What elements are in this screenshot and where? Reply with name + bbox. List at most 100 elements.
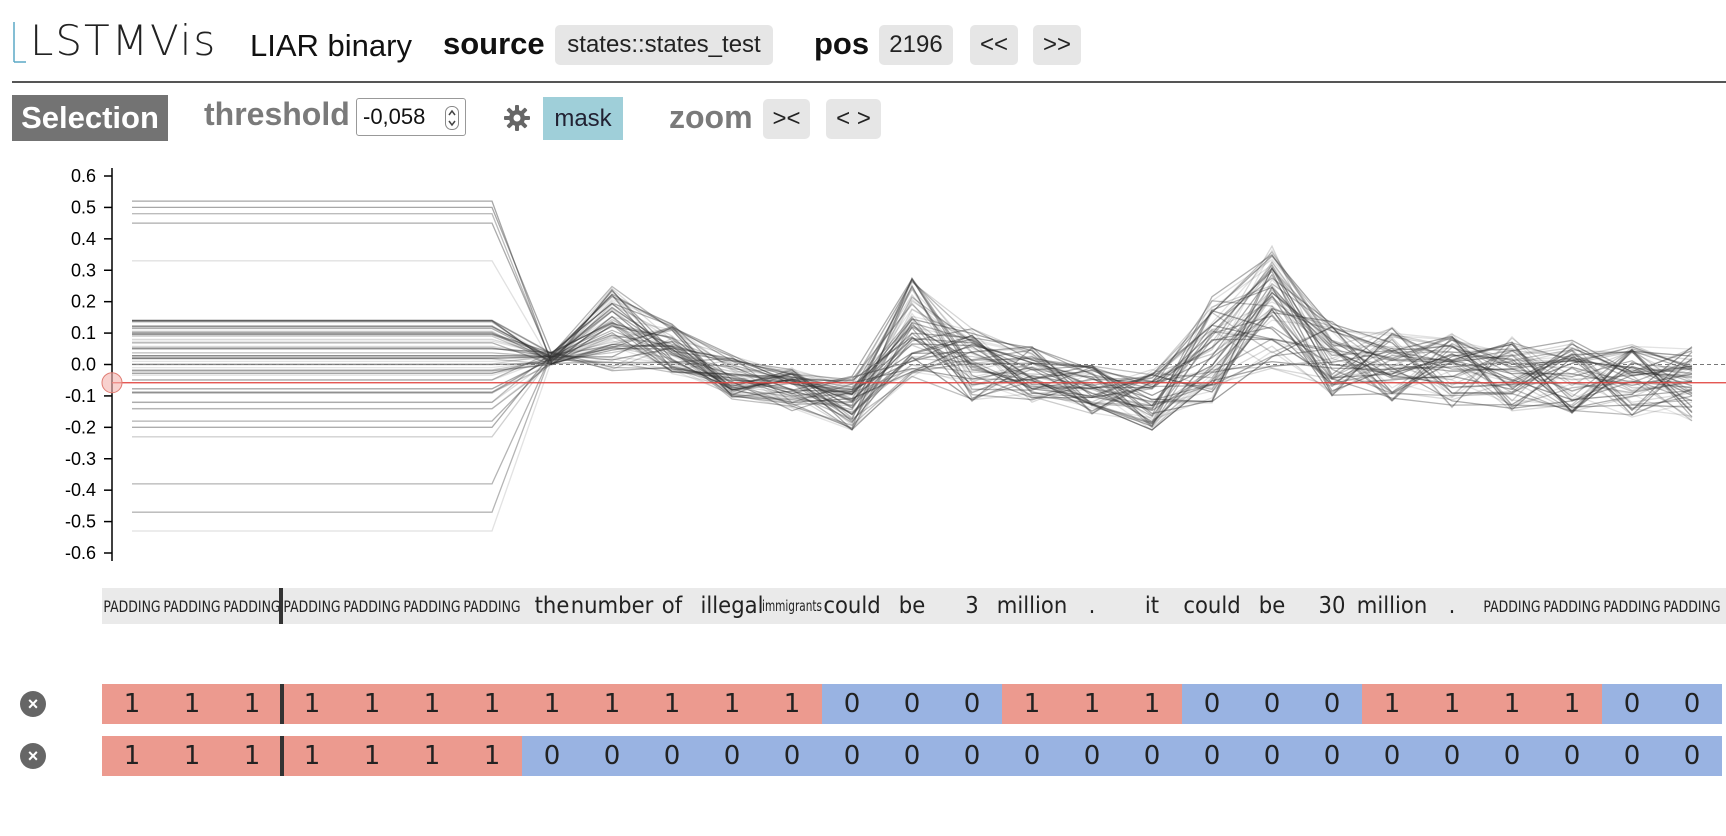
state-line <box>132 287 1693 438</box>
token[interactable]: PADDING <box>463 596 521 616</box>
mask-cell: 1 <box>342 736 402 776</box>
y-tick-label: -0.6 <box>65 543 96 563</box>
state-line <box>132 264 1693 412</box>
mask-cell: 1 <box>282 684 342 724</box>
state-line <box>132 270 1693 430</box>
token[interactable]: 3 <box>965 593 979 619</box>
state-line <box>132 311 1693 408</box>
mask-cell: 0 <box>1182 736 1242 776</box>
token[interactable]: be <box>1258 593 1286 619</box>
token[interactable]: million <box>996 593 1068 619</box>
mask-cell: 0 <box>762 736 822 776</box>
mask-cell: 1 <box>222 684 282 724</box>
mask-cell: 0 <box>1482 736 1542 776</box>
token[interactable]: illegal <box>700 593 764 619</box>
mask-cell: 1 <box>1122 684 1182 724</box>
threshold-input[interactable]: -0,058 <box>356 98 466 136</box>
state-line <box>132 315 1693 431</box>
zoom-in-button[interactable]: >< <box>763 99 810 139</box>
token[interactable]: immigrants <box>762 597 822 615</box>
token[interactable]: PADDING <box>1483 596 1541 616</box>
token[interactable]: could <box>1183 593 1241 619</box>
gear-icon[interactable] <box>503 104 531 132</box>
state-line <box>132 310 1693 427</box>
pos-value[interactable]: 2196 <box>879 25 953 65</box>
zoom-out-button[interactable]: < > <box>826 99 881 139</box>
threshold-value: -0,058 <box>363 104 426 129</box>
mask-cell: 1 <box>402 684 462 724</box>
state-line <box>132 206 1693 411</box>
close-icon[interactable]: × <box>20 691 46 717</box>
state-line <box>132 250 1693 420</box>
state-line <box>132 268 1693 415</box>
token[interactable]: could <box>823 593 881 619</box>
token[interactable]: be <box>898 593 926 619</box>
token[interactable]: of <box>661 593 683 619</box>
mask-cell: 0 <box>1602 684 1662 724</box>
token[interactable]: PADDING <box>403 596 461 616</box>
state-line <box>132 258 1693 423</box>
mask-cell: 0 <box>1242 684 1302 724</box>
mask-button[interactable]: mask <box>543 97 623 140</box>
state-line <box>132 326 1693 422</box>
source-select[interactable]: states::states_test <box>555 25 773 65</box>
threshold-handle[interactable] <box>101 372 123 394</box>
app-name: LSTMVis <box>30 16 218 65</box>
token[interactable]: PADDING <box>1543 596 1601 616</box>
mask-cell: 1 <box>1002 684 1062 724</box>
next-button[interactable]: >> <box>1033 25 1081 65</box>
mask-cell: 1 <box>222 736 282 776</box>
state-line <box>132 285 1693 409</box>
token[interactable]: it <box>1144 593 1160 619</box>
state-line <box>132 253 1693 417</box>
y-tick-label: 0.4 <box>71 229 96 249</box>
mask-cell: 0 <box>1602 736 1662 776</box>
state-line <box>132 278 1693 421</box>
state-line <box>132 285 1693 485</box>
state-line <box>132 263 1693 423</box>
pos-label: pos <box>814 26 870 61</box>
token[interactable]: . <box>1088 593 1096 619</box>
token[interactable]: PADDING <box>223 596 281 616</box>
token[interactable]: PADDING <box>1603 596 1661 616</box>
mask-cell: 1 <box>462 684 522 724</box>
close-icon[interactable]: × <box>20 743 46 769</box>
token[interactable]: PADDING <box>1663 596 1721 616</box>
mask-cell: 0 <box>1062 736 1122 776</box>
logo-bracket-icon <box>13 22 26 63</box>
prev-button[interactable]: << <box>970 25 1018 65</box>
state-line <box>132 288 1693 407</box>
y-tick-label: 0.2 <box>71 292 96 312</box>
token[interactable]: PADDING <box>163 596 221 616</box>
state-line <box>132 293 1693 424</box>
mask-cell: 0 <box>1242 736 1302 776</box>
state-line <box>132 296 1693 410</box>
state-line <box>132 307 1693 412</box>
mask-cell: 1 <box>282 736 342 776</box>
token-strip: PADDING PADDING PADDING PADDING PADDING PADDI… <box>102 588 1726 624</box>
mask-cell: 0 <box>1362 736 1422 776</box>
mask-cell: 1 <box>1482 684 1542 724</box>
token[interactable]: 30 <box>1318 593 1346 619</box>
token[interactable]: PADDING <box>343 596 401 616</box>
state-line <box>132 329 1693 402</box>
mask-cell: 1 <box>162 736 222 776</box>
mask-cell: 0 <box>582 736 642 776</box>
state-line <box>132 273 1693 425</box>
state-line <box>132 308 1693 415</box>
mask-cell: 0 <box>702 736 762 776</box>
token[interactable]: PADDING <box>103 596 161 616</box>
token[interactable]: number <box>570 593 654 619</box>
token[interactable]: the <box>534 593 570 619</box>
state-line <box>132 315 1693 513</box>
y-axis: 0.6 0.5 0.4 0.3 0.2 0.1 0.0 -0.1 -0.2 -0.3 -0.4 -0.… <box>65 166 113 563</box>
app-logo: LSTMVis <box>12 18 215 66</box>
mask-cell: 1 <box>462 736 522 776</box>
state-line <box>132 291 1693 401</box>
spinner-icon[interactable] <box>445 106 459 130</box>
token[interactable]: million <box>1356 593 1428 619</box>
token[interactable]: . <box>1448 593 1456 619</box>
token[interactable]: PADDING <box>283 596 341 616</box>
